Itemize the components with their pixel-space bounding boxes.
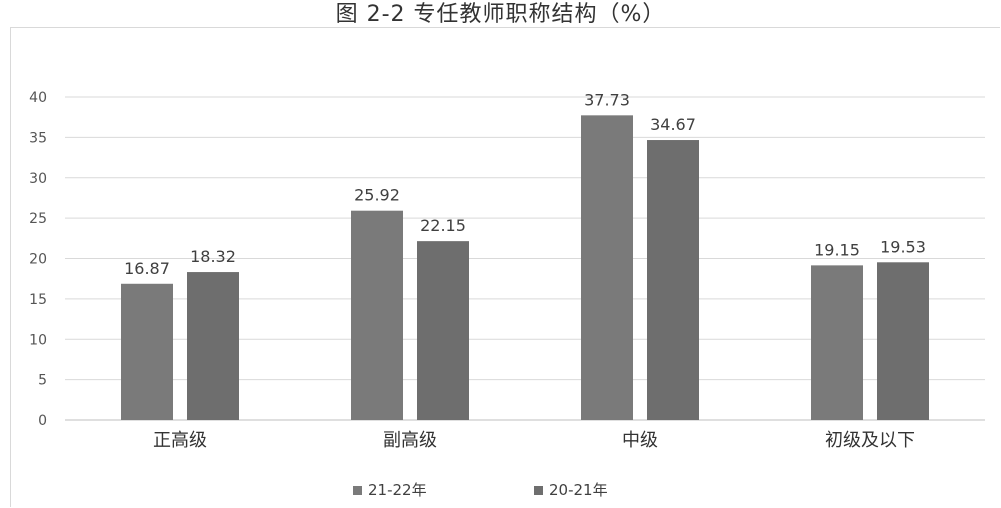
bar-series2-3 (877, 262, 929, 420)
data-label: 25.92 (354, 186, 400, 205)
y-tick-label: 35 (29, 130, 47, 146)
bars (121, 115, 929, 421)
y-tick-label: 40 (29, 90, 47, 106)
legend-swatch (353, 486, 362, 495)
legend-label: 20-21年 (549, 481, 608, 499)
legend-label: 21-22年 (368, 481, 427, 499)
bar-series1-0 (121, 283, 173, 420)
data-label: 22.15 (420, 216, 466, 235)
data-label: 16.87 (124, 259, 170, 278)
y-tick-label: 10 (29, 332, 47, 348)
data-label: 37.73 (584, 90, 630, 109)
y-tick-label: 5 (38, 373, 47, 389)
x-tick-label: 正高级 (153, 430, 207, 451)
y-tick-label: 15 (29, 292, 47, 308)
chart-title: 图 2-2 专任教师职称结构（%） (335, 2, 666, 27)
legend-swatch (534, 486, 543, 495)
y-tick-label: 0 (38, 413, 47, 429)
y-axis-ticks: 0 5 10 15 20 25 30 35 40 (29, 90, 47, 429)
bar-series1-2 (581, 115, 633, 420)
x-tick-label: 副高级 (383, 430, 437, 451)
bar-series2-0 (187, 272, 239, 420)
bar-series1-3 (811, 265, 863, 420)
x-tick-label: 初级及以下 (825, 430, 915, 451)
data-labels: 16.87 18.32 25.92 22.15 37.73 34.67 19.15 19.53 (124, 90, 926, 277)
data-label: 18.32 (190, 247, 236, 266)
data-label: 19.53 (880, 237, 926, 256)
y-tick-label: 20 (29, 252, 47, 268)
bar-series2-1 (417, 241, 469, 420)
data-label: 19.15 (814, 240, 860, 259)
bar-series2-2 (647, 140, 699, 421)
y-tick-label: 25 (29, 211, 47, 227)
x-axis-labels: 正高级 副高级 中级 初级及以下 (153, 430, 915, 451)
x-tick-label: 中级 (622, 430, 658, 451)
data-label: 34.67 (650, 115, 696, 134)
y-tick-label: 30 (29, 171, 47, 187)
bar-series1-1 (351, 210, 403, 420)
legend: 21-22年 20-21年 (353, 481, 608, 499)
